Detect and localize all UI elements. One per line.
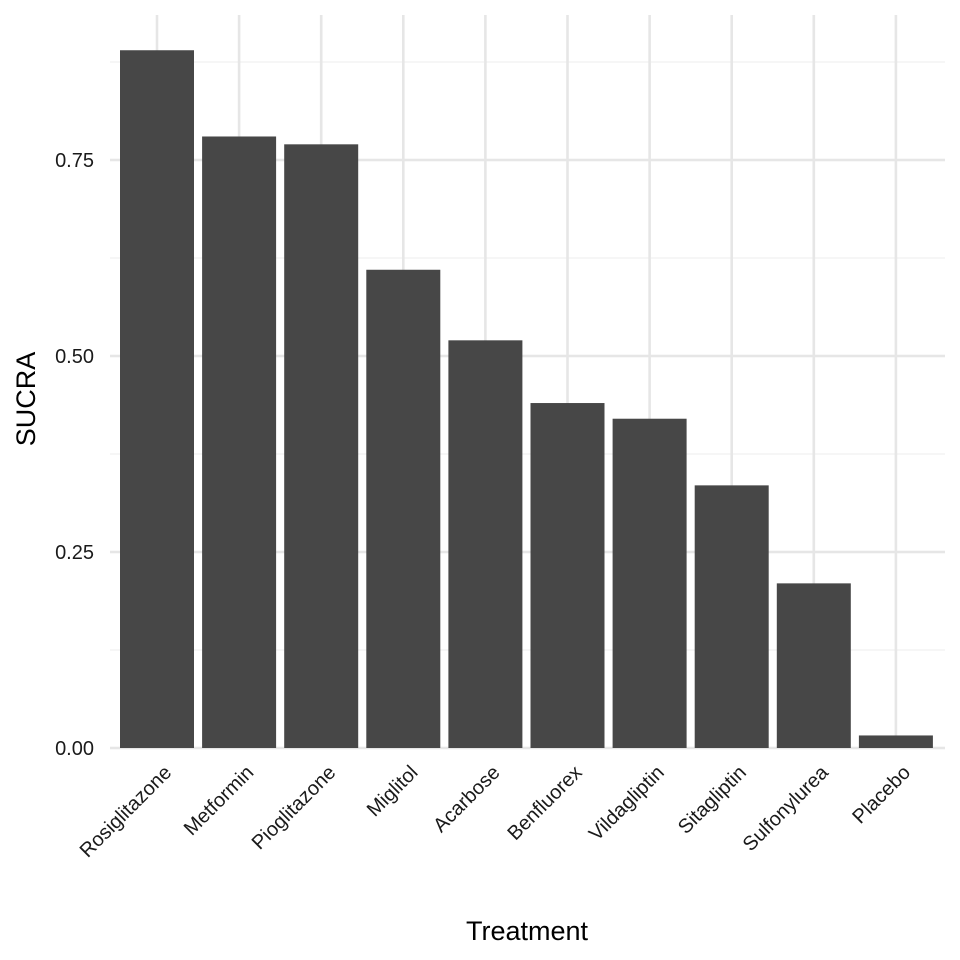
y-tick-label: 0.25 [55,542,94,564]
y-tick-label: 0.75 [55,150,94,172]
x-tick-label: Metformin [180,762,258,840]
bar-rosiglitazone [120,50,194,749]
y-axis-ticks: 0.00 0.25 0.50 0.75 [55,150,94,760]
x-tick-label: Placebo [848,762,915,829]
bar-acarbose [448,340,523,748]
bars [120,50,933,749]
bar-benfluorex [530,403,605,748]
x-tick-label: Sitagliptin [674,762,751,839]
bar-placebo [858,735,933,748]
y-tick-label: 0.00 [55,738,94,760]
bar-sitagliptin [694,485,769,748]
y-tick-label: 0.50 [55,346,94,368]
x-tick-label: Vildagliptin [585,762,669,846]
x-tick-label: Pioglitazone [248,762,341,855]
bar-sulfonylurea [776,583,851,748]
x-tick-label: Sulfonylurea [739,761,834,856]
y-axis-title: SUCRA [11,352,41,447]
x-tick-label: Rosiglitazone [76,762,176,862]
x-tick-label: Miglitol [363,762,423,822]
bar-vildagliptin [612,418,687,748]
bar-metformin [202,136,277,749]
x-tick-label: Acarbose [429,762,504,837]
bar-pioglitazone [284,144,359,748]
x-axis-title: Treatment [466,916,589,946]
bar-miglitol [366,269,441,748]
x-tick-label: Benfluorex [503,762,586,845]
